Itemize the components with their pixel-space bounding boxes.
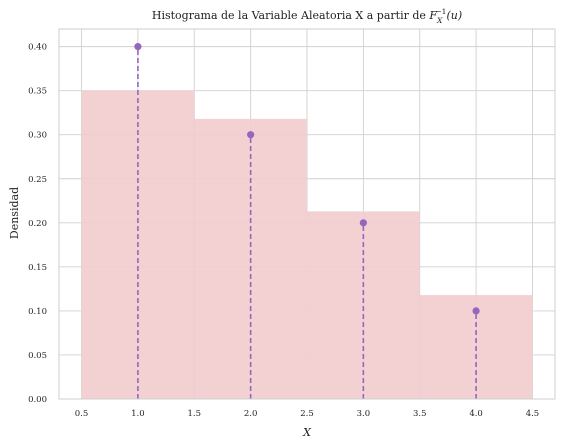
x-tick-label-2: 1.5	[188, 409, 202, 419]
y-tick-label-3: 0.15	[28, 263, 47, 273]
chart-title: Histograma de la Variable Aleatoria X a …	[152, 7, 462, 25]
x-tick-label-0: 0.5	[75, 409, 89, 419]
y-tick-labels: 0.00 0.05 0.10 0.15 0.20 0.25 0.30 0.35 0.40	[28, 43, 47, 405]
x-tick-label-6: 3.5	[413, 409, 427, 419]
plot-frame	[58, 28, 556, 400]
y-axis-label: Densidad	[8, 187, 21, 239]
x-tick-label-1: 1.0	[131, 409, 145, 419]
y-tick-label-6: 0.30	[28, 131, 47, 141]
y-tick-label-5: 0.25	[28, 175, 47, 185]
stem-series	[134, 43, 480, 399]
stem-marker-2	[359, 219, 367, 227]
y-tick-label-1: 0.05	[28, 351, 47, 361]
histogram-bars	[81, 90, 533, 400]
x-tick-label-4: 2.5	[300, 409, 314, 419]
y-tick-label-0: 0.00	[28, 395, 47, 405]
stem-marker-0	[134, 43, 142, 51]
x-tick-labels: 0.5 1.0 1.5 2.0 2.5 3.0 3.5 4.0 4.5	[75, 409, 539, 419]
y-tick-label-8: 0.40	[28, 43, 47, 53]
x-axis-label: X	[302, 426, 312, 439]
stem-marker-3	[472, 307, 480, 315]
x-tick-label-7: 4.0	[469, 409, 483, 419]
x-tick-label-3: 2.0	[244, 409, 258, 419]
y-tick-label-4: 0.20	[28, 219, 47, 229]
x-tick-label-5: 3.0	[357, 409, 371, 419]
stem-marker-1	[247, 131, 255, 139]
x-tick-label-8: 4.5	[526, 409, 540, 419]
y-tick-label-2: 0.10	[28, 307, 47, 317]
y-tick-label-7: 0.35	[28, 87, 47, 97]
